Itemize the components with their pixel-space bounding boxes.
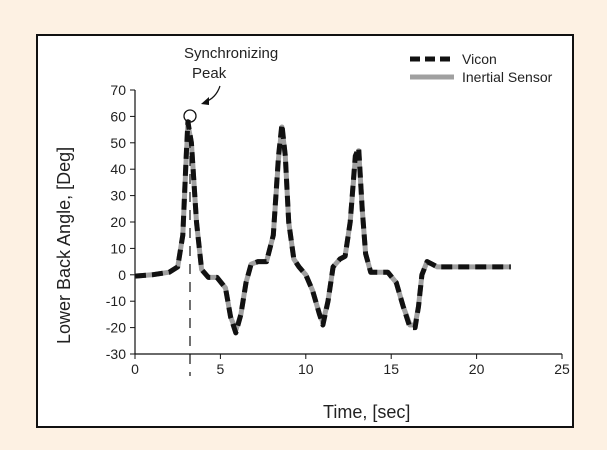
x-tick-label: 20: [469, 361, 485, 377]
annotation-line1: Synchronizing: [184, 45, 278, 62]
y-tick-label: 70: [110, 82, 126, 98]
y-ticks: 70 60 50 40 30 20 10 0 -10 -20 -30: [106, 82, 135, 362]
y-tick-label: 10: [110, 240, 126, 256]
y-tick-label: -20: [106, 320, 126, 336]
x-tick-label: 10: [298, 361, 314, 377]
x-axis-title: Time, [sec]: [323, 402, 410, 422]
line-chart: 70 60 50 40 30 20 10 0 -10 -20 -30 0 5 10 15 20 25 Sync…: [54, 45, 570, 422]
x-tick-label: 25: [554, 361, 570, 377]
series-lines: [134, 119, 511, 336]
y-tick-label: 30: [110, 188, 126, 204]
x-tick-label: 5: [217, 361, 225, 377]
y-tick-label: 0: [118, 267, 126, 283]
sync-peak-marker: [183, 109, 197, 123]
y-tick-label: 20: [110, 214, 126, 230]
chart-frame: 70 60 50 40 30 20 10 0 -10 -20 -30 0 5 10 15 20 25 Sync…: [36, 34, 574, 428]
series-line-vicon: [134, 119, 511, 336]
x-tick-label: 15: [383, 361, 399, 377]
y-tick-label: 60: [110, 108, 126, 124]
legend-label-inertial: Inertial Sensor: [462, 69, 553, 85]
x-ticks: 0 5 10 15 20 25: [131, 354, 570, 377]
y-tick-label: 50: [110, 135, 126, 151]
annotation-line2: Peak: [192, 65, 227, 82]
y-axis-title: Lower Back Angle, [Deg]: [54, 147, 74, 344]
legend: Vicon Inertial Sensor: [410, 51, 553, 85]
legend-label-vicon: Vicon: [462, 51, 497, 67]
y-tick-label: -10: [106, 293, 126, 309]
annotation-arrowhead: [201, 97, 209, 105]
y-tick-label: 40: [110, 161, 126, 177]
x-tick-label: 0: [131, 361, 139, 377]
y-tick-label: -30: [106, 346, 126, 362]
